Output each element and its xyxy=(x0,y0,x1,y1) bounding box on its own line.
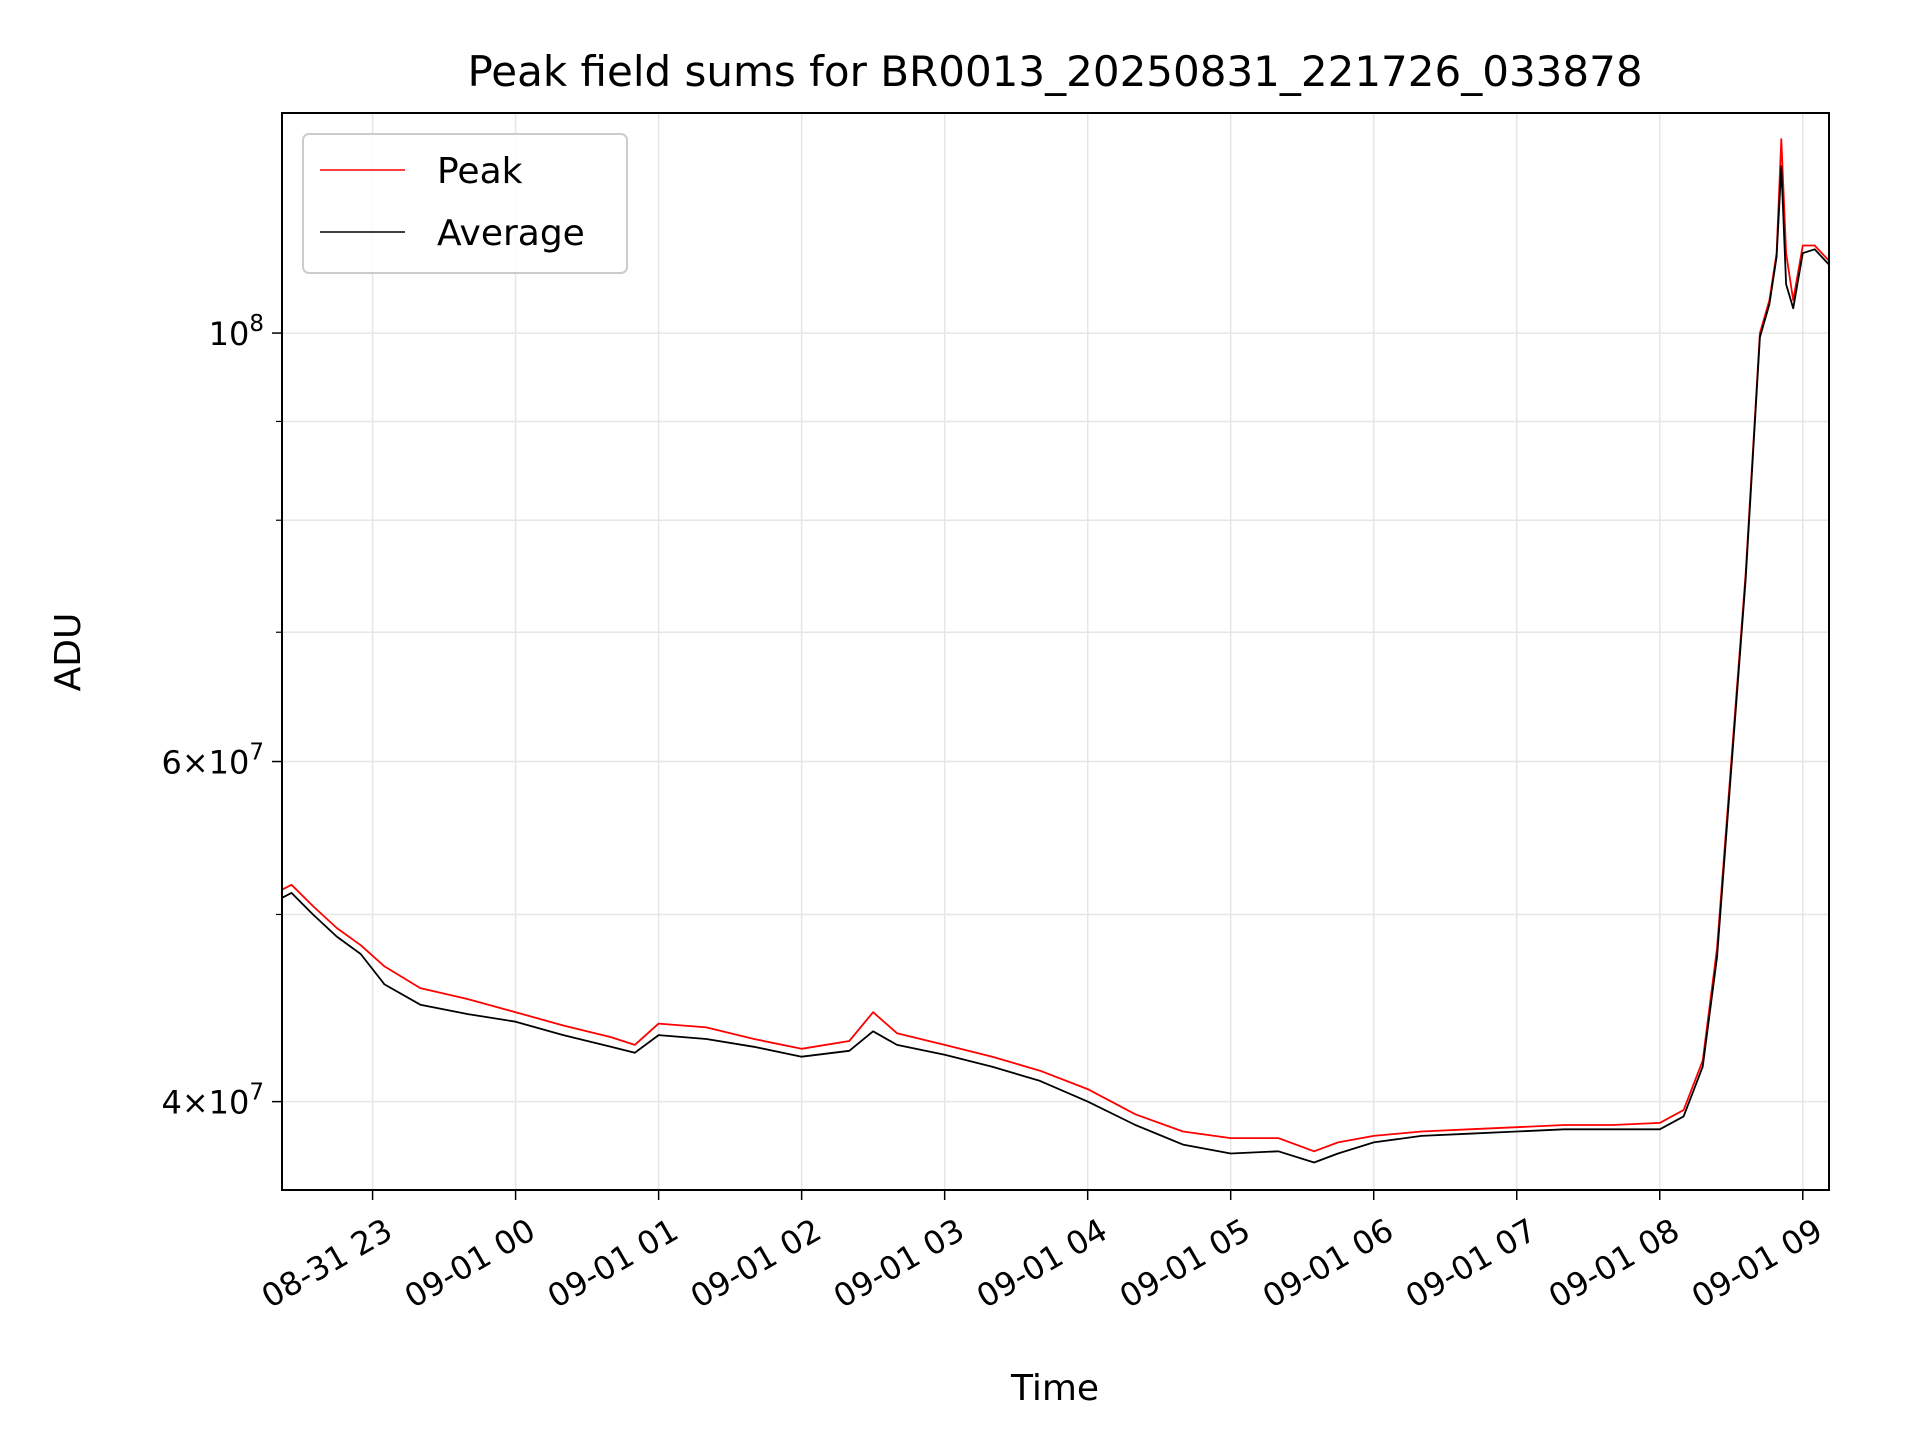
y-tick-label: 4×107 xyxy=(161,1080,264,1122)
x-axis-label: Time xyxy=(1010,1368,1099,1409)
y-axis: 4×107 6×107 108 xyxy=(161,311,282,1122)
y-tick-label: 108 xyxy=(209,311,264,353)
y-tick-label: 6×107 xyxy=(161,740,264,782)
y-axis-label: ADU xyxy=(48,613,89,692)
legend: Peak Average xyxy=(302,133,628,274)
series-group xyxy=(281,138,1830,1164)
series-line-average xyxy=(281,165,1830,1164)
legend-box xyxy=(302,133,628,274)
legend-label-peak: Peak xyxy=(437,151,523,192)
grid xyxy=(282,113,1829,1190)
chart-title: Peak field sums for BR0013_20250831_2217… xyxy=(467,47,1642,96)
legend-label-average: Average xyxy=(437,213,585,254)
plot-frame xyxy=(281,112,1830,1191)
